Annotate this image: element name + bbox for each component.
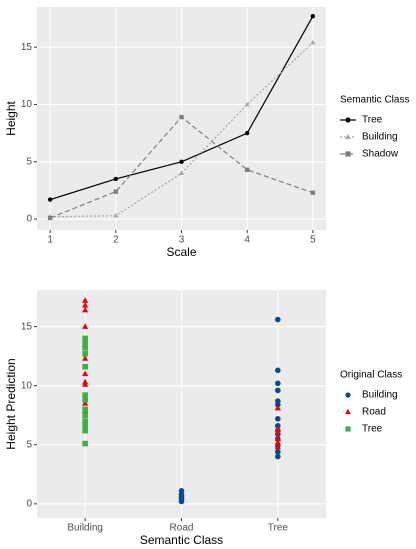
x-tick-label: 4 (244, 235, 250, 246)
y-axis-title: Height (4, 100, 18, 135)
y-tick-label: 15 (21, 321, 33, 332)
point (82, 423, 88, 429)
point (179, 170, 184, 176)
point (244, 130, 250, 136)
point (113, 213, 119, 218)
point (275, 401, 281, 408)
legend-title: Original Class (340, 370, 402, 381)
point (82, 406, 88, 413)
legend-title: Semantic Class (340, 95, 409, 106)
x-tick-label: Building (67, 523, 103, 534)
point (82, 440, 88, 447)
x-tick-label: 2 (113, 235, 119, 246)
point (47, 197, 53, 202)
y-tick-label: 0 (26, 498, 32, 509)
x-tick-label: 5 (310, 235, 316, 246)
point (310, 39, 316, 45)
point (274, 429, 281, 436)
y-tick-label: 5 (26, 156, 32, 167)
y-tick-label: 15 (21, 42, 33, 53)
legend-label: Tree (362, 424, 383, 435)
point (274, 443, 281, 450)
legend-symbol (345, 117, 351, 123)
point (82, 350, 88, 357)
point (275, 453, 281, 460)
legend-symbol (345, 133, 351, 140)
x-tick-label: Tree (268, 523, 289, 534)
legend-symbol (345, 392, 351, 398)
point (179, 159, 184, 164)
point (82, 355, 89, 361)
point (275, 387, 281, 394)
legend-label: Tree (362, 115, 383, 126)
point (82, 323, 89, 329)
point (82, 340, 88, 346)
point (274, 439, 281, 445)
point (82, 412, 88, 419)
point (275, 423, 281, 429)
point (275, 449, 281, 455)
point (82, 397, 88, 403)
point (82, 370, 89, 377)
legend-symbol (345, 151, 351, 157)
point (82, 363, 88, 370)
legend-label: Building (362, 390, 398, 401)
point (179, 114, 184, 120)
x-tick-label: 1 (47, 235, 53, 246)
legend-label: Road (362, 407, 386, 418)
legend-label: Shadow (362, 149, 399, 160)
point (82, 427, 88, 434)
y-tick-label: 10 (21, 99, 33, 110)
point (82, 418, 88, 424)
point (244, 167, 250, 173)
x-axis-title: Semantic Class (140, 533, 223, 547)
point (82, 381, 89, 387)
y-tick-label: 5 (26, 439, 32, 450)
point (113, 189, 119, 194)
point (274, 435, 281, 442)
point (275, 415, 281, 422)
y-tick-label: 0 (26, 214, 32, 225)
legend-symbol (345, 426, 351, 432)
point (244, 101, 250, 107)
point (82, 335, 88, 342)
point (82, 297, 89, 303)
point (310, 190, 316, 195)
point (274, 404, 281, 411)
point (275, 367, 281, 374)
legend-symbol (345, 408, 351, 415)
x-tick-label: 3 (179, 235, 185, 246)
point (82, 400, 89, 406)
point (82, 301, 89, 308)
x-tick-label: Road (170, 523, 194, 534)
point (275, 380, 281, 387)
point (178, 498, 185, 505)
point (82, 306, 89, 313)
point (113, 176, 119, 182)
point (274, 426, 281, 432)
point (47, 215, 53, 221)
y-tick-label: 10 (21, 380, 33, 391)
point (82, 345, 88, 351)
point (275, 316, 281, 323)
x-axis-title: Scale (166, 245, 196, 259)
point (82, 392, 88, 398)
point (310, 13, 316, 19)
series-line (50, 42, 314, 218)
legend-label: Building (362, 132, 398, 143)
y-axis-title: Height Prediction (4, 358, 18, 449)
